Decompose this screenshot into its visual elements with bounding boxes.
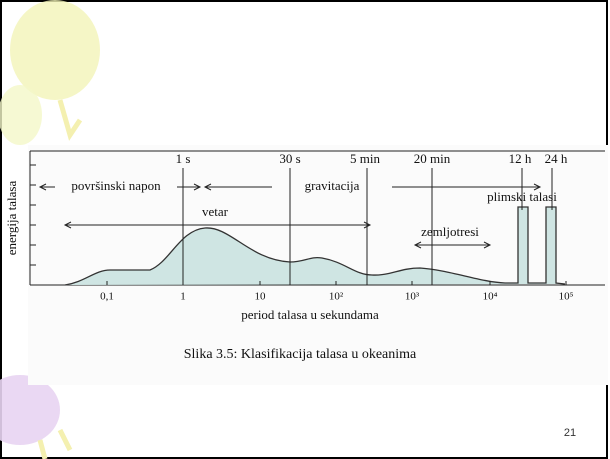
region-label: površinski napon [71, 178, 161, 193]
x-tick-label: 10 [255, 291, 267, 303]
top-label: 12 h [509, 151, 532, 166]
top-label: 30 s [279, 151, 300, 166]
region-label: vetar [202, 204, 229, 219]
x-tick-label: 10² [329, 291, 344, 303]
x-tick-label: 1 [180, 291, 186, 303]
x-tick-label: 10⁵ [559, 291, 574, 303]
region-label: plimski talasi [487, 189, 557, 204]
page-number: 21 [564, 427, 576, 439]
x-tick-label: 10³ [405, 291, 420, 303]
y-label: energija talasa [4, 181, 19, 256]
x-label: period talasa u sekundama [241, 307, 379, 322]
top-label: 1 s [176, 151, 191, 166]
region-label: zemljotresi [421, 224, 479, 239]
top-label: 5 min [350, 151, 380, 166]
x-tick-label: 0,1 [100, 291, 114, 303]
x-tick-label: 10⁴ [483, 291, 498, 303]
top-label: 24 h [545, 151, 568, 166]
caption: Slika 3.5: Klasifikacija talasa u okeani… [184, 347, 417, 362]
slide: energija talasa 1 s 30 s 5 min 20 min 12… [0, 0, 610, 459]
top-label: 20 min [414, 151, 451, 166]
region-label: gravitacija [305, 178, 360, 193]
